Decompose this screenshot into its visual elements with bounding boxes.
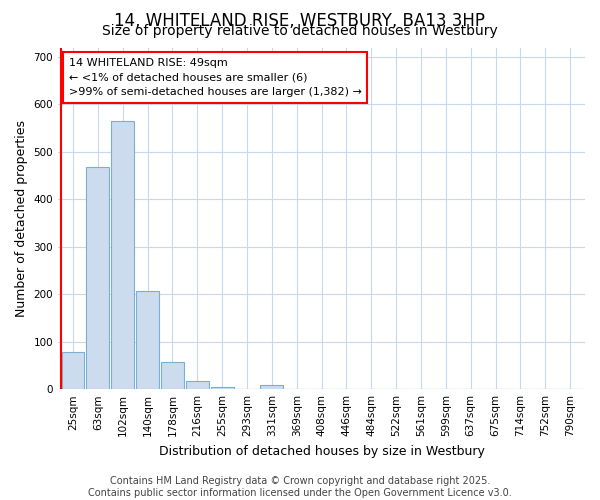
X-axis label: Distribution of detached houses by size in Westbury: Distribution of detached houses by size … (158, 444, 484, 458)
Bar (260, 386, 283, 389)
Y-axis label: Number of detached properties: Number of detached properties (15, 120, 28, 317)
Bar (211, 387, 233, 389)
Text: 14, WHITELAND RISE, WESTBURY, BA13 3HP: 14, WHITELAND RISE, WESTBURY, BA13 3HP (115, 12, 485, 30)
Bar (136, 291, 159, 389)
Text: 14 WHITELAND RISE: 49sqm
← <1% of detached houses are smaller (6)
>99% of semi-d: 14 WHITELAND RISE: 49sqm ← <1% of detach… (68, 58, 361, 98)
Text: Size of property relative to detached houses in Westbury: Size of property relative to detached ho… (102, 24, 498, 38)
Bar (186, 380, 209, 389)
Bar (111, 121, 134, 389)
Bar (62, 352, 85, 389)
Text: Contains HM Land Registry data © Crown copyright and database right 2025.
Contai: Contains HM Land Registry data © Crown c… (88, 476, 512, 498)
Bar (161, 362, 184, 389)
Bar (86, 167, 109, 389)
